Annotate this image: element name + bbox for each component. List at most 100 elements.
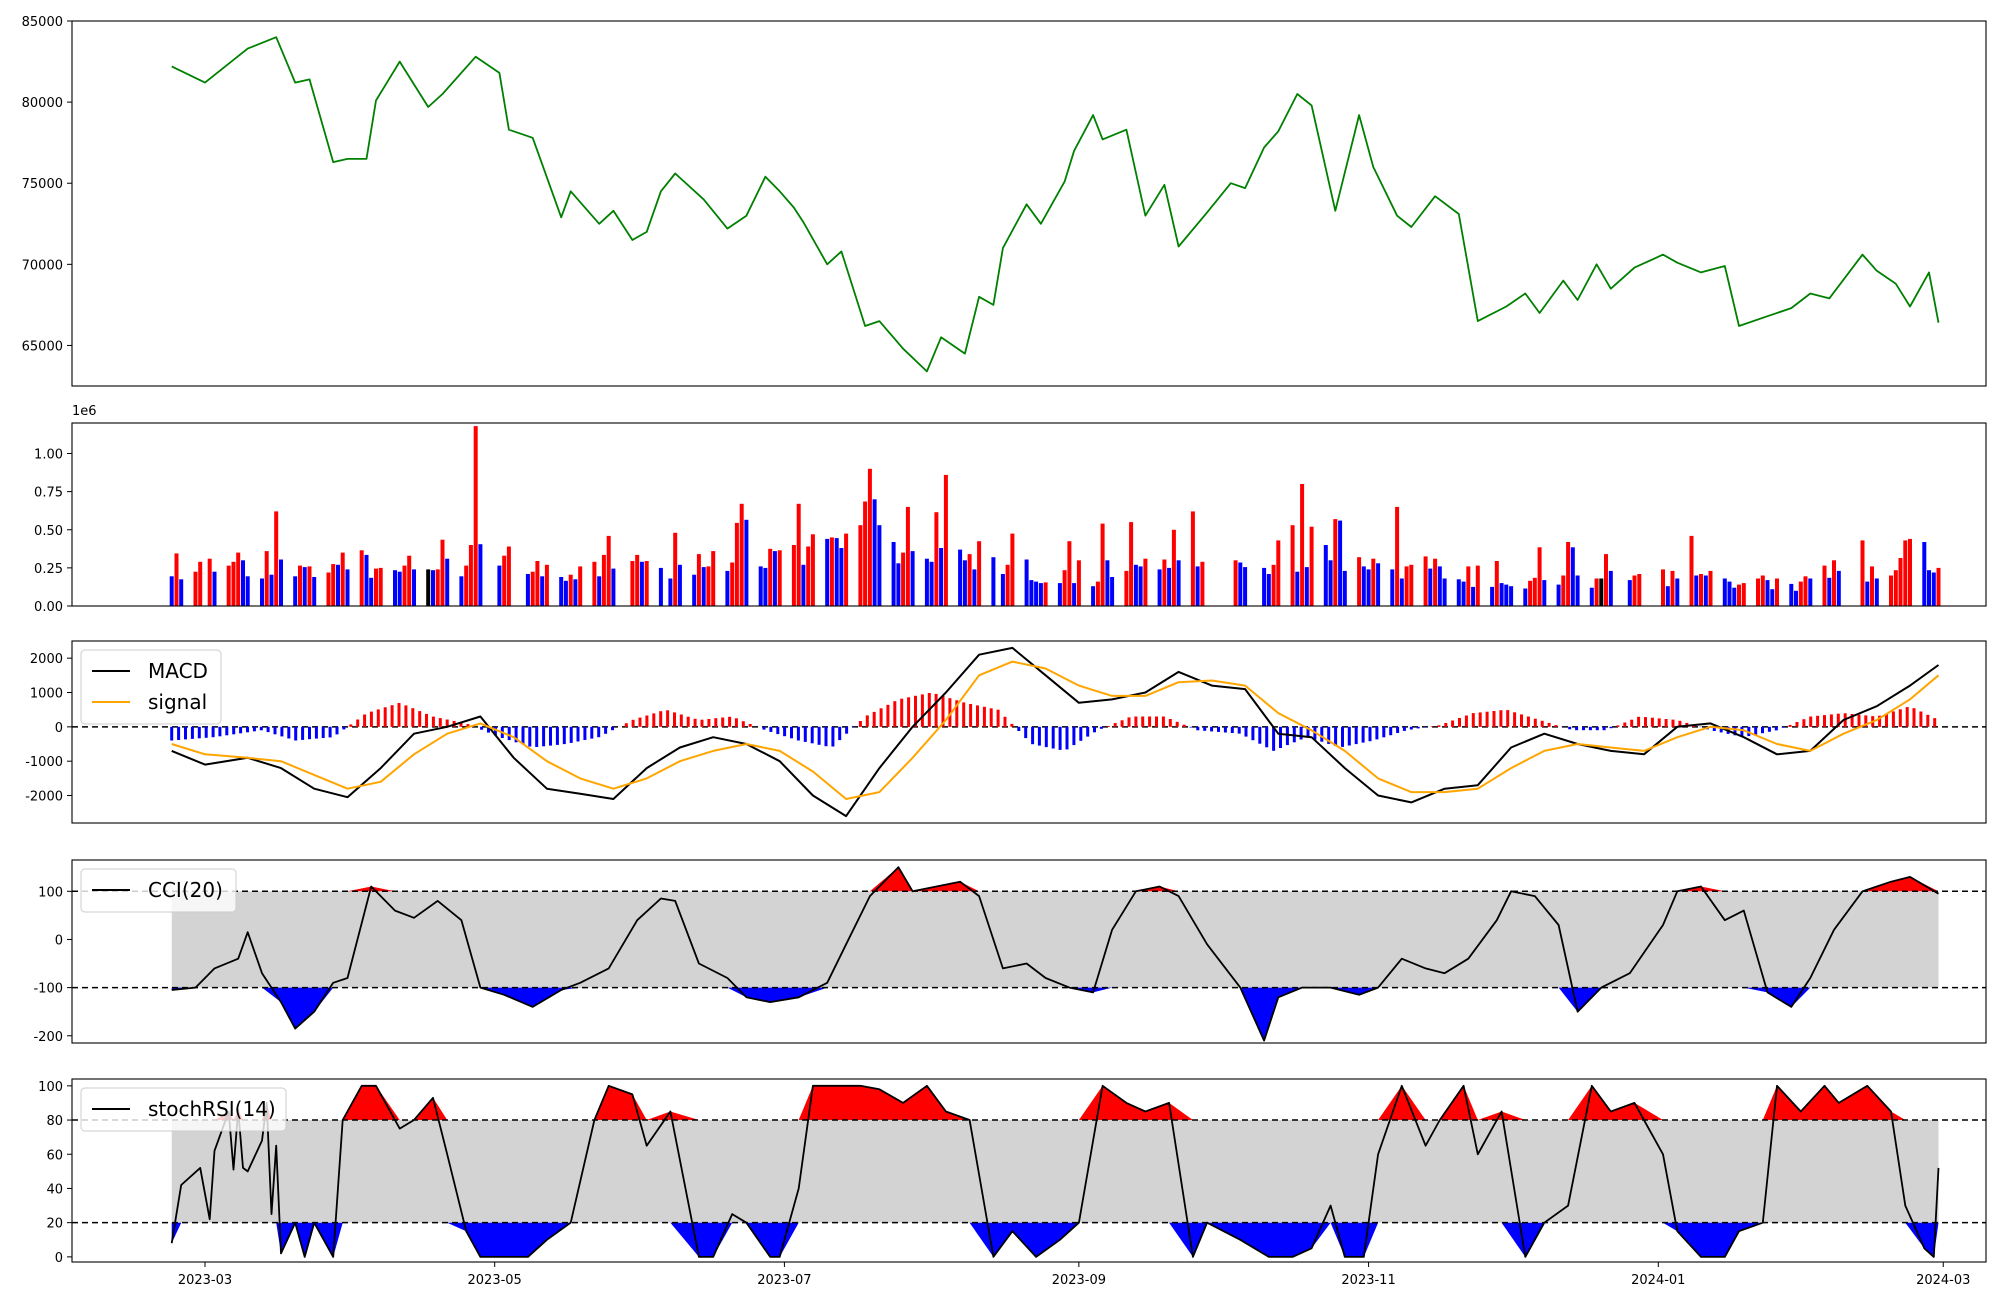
macd-hist-bar xyxy=(1300,727,1303,740)
macd-hist-bar xyxy=(1768,727,1771,732)
macd-hist-bar xyxy=(1775,727,1778,731)
macd-frame xyxy=(72,641,1986,823)
volume-bar xyxy=(1034,582,1038,606)
macd-hist-bar xyxy=(1093,727,1096,733)
volume-bar xyxy=(1794,591,1798,606)
volume-bar xyxy=(279,560,283,607)
macd-hist-bar xyxy=(1610,727,1613,728)
macd-hist-bar xyxy=(1782,727,1785,728)
macd-hist-bar xyxy=(418,711,421,727)
volume-bar xyxy=(1576,576,1580,607)
volume-bar xyxy=(1637,574,1641,606)
volume-bar xyxy=(1362,566,1366,606)
volume-bar xyxy=(213,572,217,606)
price-frame xyxy=(72,21,1986,386)
volume-bar xyxy=(379,568,383,606)
volume-bar xyxy=(1072,583,1076,606)
volume-bar xyxy=(398,572,402,606)
volume-bar xyxy=(1329,560,1333,606)
macd-hist-bar xyxy=(1369,727,1372,741)
macd-hist-bar xyxy=(1362,727,1365,743)
macd-hist-bar xyxy=(1258,727,1261,744)
volume-bar xyxy=(1063,570,1067,606)
volume-bar xyxy=(1424,556,1428,606)
macd-hist-bar xyxy=(1554,725,1557,727)
macd-hist-bar xyxy=(1809,717,1812,727)
macd-hist-bar xyxy=(1024,727,1027,738)
cci-oversold-fill xyxy=(172,988,1939,1041)
x-tick-label: 2024-03 xyxy=(1916,1273,1970,1288)
macd-ytick-label: -1000 xyxy=(25,755,63,770)
volume-bar xyxy=(464,566,468,606)
volume-bar xyxy=(592,562,596,606)
volume-bar xyxy=(298,566,302,606)
macd-hist-bar xyxy=(1148,717,1151,727)
macd-hist-bar xyxy=(1899,709,1902,727)
macd-hist-bar xyxy=(645,716,648,727)
volume-bar xyxy=(1428,569,1432,606)
volume-bar xyxy=(635,555,639,606)
volume-bar xyxy=(1134,565,1138,606)
volume-bar xyxy=(346,569,350,606)
volume-bar xyxy=(778,550,782,606)
macd-hist-bar xyxy=(1121,720,1124,727)
cci-band-fill xyxy=(172,891,1939,987)
macd-hist-bar xyxy=(1196,727,1199,731)
volume-bar xyxy=(1690,536,1694,606)
macd-hist-bar xyxy=(1451,721,1454,727)
macd-hist-bar xyxy=(776,727,779,734)
volume-bar xyxy=(1390,569,1394,606)
volume-bar xyxy=(1167,568,1171,606)
macd-hist-bar xyxy=(962,702,965,726)
macd-hist-bar xyxy=(342,727,345,730)
volume-bar xyxy=(768,549,772,606)
macd-hist-bar xyxy=(1389,727,1392,735)
macd-hist-bar xyxy=(1534,719,1537,727)
volume-bar xyxy=(1110,577,1114,606)
volume-bar xyxy=(1827,578,1831,606)
volume-bar xyxy=(1495,561,1499,606)
macd-hist-bar xyxy=(1802,719,1805,727)
macd-hist-bar xyxy=(611,727,614,730)
macd-hist-bar xyxy=(225,727,228,736)
volume-bar xyxy=(1234,560,1238,606)
volume-bar xyxy=(1272,565,1276,606)
volume-bar xyxy=(1267,574,1271,606)
volume-bar xyxy=(925,559,929,606)
volume-bar xyxy=(270,575,274,606)
volume-bar xyxy=(274,511,278,606)
macd-hist-bar xyxy=(577,727,580,742)
macd-legend-label: MACD xyxy=(148,659,208,683)
macd-hist-bar xyxy=(1355,727,1358,744)
macd-hist-bar xyxy=(260,727,263,731)
volume-bar xyxy=(1865,582,1869,606)
volume-bar xyxy=(759,566,763,606)
macd-hist-bar xyxy=(1623,723,1626,727)
macd-hist-bar xyxy=(542,727,545,747)
macd-hist-bar xyxy=(535,727,538,747)
volume-bar xyxy=(645,561,649,606)
volume-axes: 0.000.250.500.751.00 xyxy=(34,448,72,616)
volume-bar xyxy=(474,426,478,606)
volume-bar xyxy=(1409,565,1413,606)
macd-ytick-label: 2000 xyxy=(30,652,63,667)
macd-hist-bar xyxy=(1789,725,1792,727)
macd-hist-bar xyxy=(1589,727,1592,730)
volume-bar xyxy=(1590,588,1594,606)
volume-bar xyxy=(1262,568,1266,606)
macd-hist-bar xyxy=(404,705,407,727)
volume-bar xyxy=(877,525,881,606)
volume-bar xyxy=(336,565,340,606)
volume-bar xyxy=(1029,580,1033,606)
volume-bar xyxy=(1504,585,1508,606)
macd-hist-bar xyxy=(1830,714,1833,727)
macd-hist-bar xyxy=(1155,717,1158,727)
volume-bar xyxy=(1732,588,1736,606)
stochrsi-ytick-label: 60 xyxy=(46,1148,63,1163)
price-ytick-label: 70000 xyxy=(22,258,63,273)
volume-bar xyxy=(393,570,397,606)
price-ytick-label: 75000 xyxy=(22,177,63,192)
volume-bar xyxy=(426,569,430,606)
